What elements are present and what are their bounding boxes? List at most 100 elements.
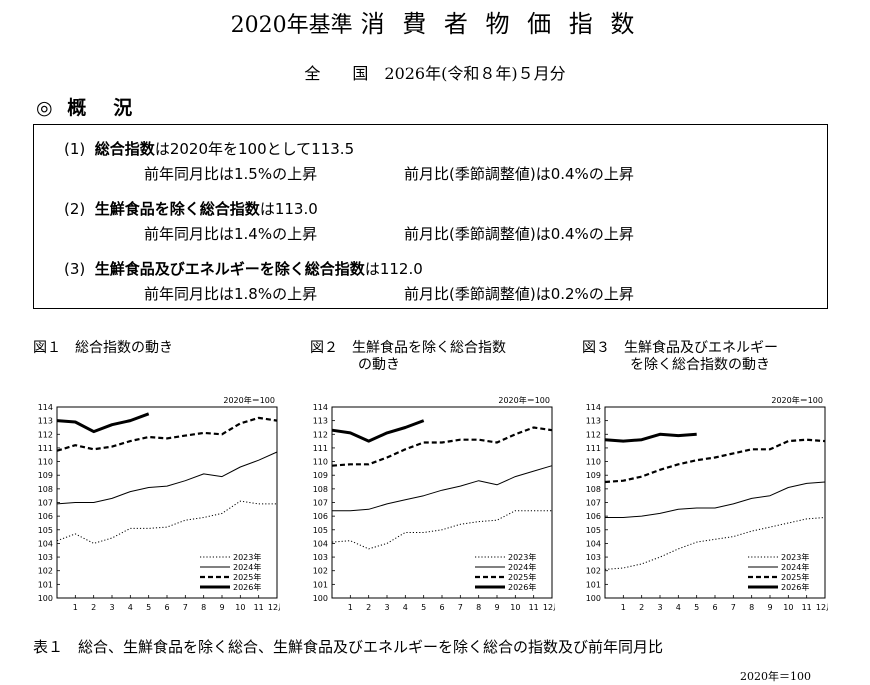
legend-label: 2023年 xyxy=(233,552,261,562)
x-tick-label: 4 xyxy=(676,603,681,612)
x-tick-label: 10 xyxy=(510,603,520,612)
y-tick-label: 109 xyxy=(313,471,328,480)
x-tick-label: 10 xyxy=(783,603,793,612)
legend-label: 2023年 xyxy=(781,552,809,562)
table-1-caption: 表１ 総合、生鮮食品を除く総合、生鮮食品及びエネルギーを除く総合の指数及び前年同… xyxy=(33,638,664,656)
unit-label: 2020年＝100 xyxy=(223,395,275,405)
x-tick-label: 1 xyxy=(348,603,353,612)
figure-3-caption: 図３ 生鮮食品及びエネルギー を除く総合指数の動き xyxy=(582,340,778,374)
x-tick-label: 1 xyxy=(621,603,626,612)
y-tick-label: 114 xyxy=(313,403,328,412)
y-tick-label: 100 xyxy=(586,594,601,603)
x-tick-label: 2 xyxy=(366,603,371,612)
x-tick-label: 7 xyxy=(731,603,736,612)
x-tick-label: 8 xyxy=(749,603,754,612)
overview-heading: ◎ 概 況 xyxy=(36,97,137,119)
summary-item-2: (2) 生鮮食品を除く総合指数は113.0 xyxy=(64,198,318,219)
y-tick-label: 111 xyxy=(38,444,53,453)
legend-label: 2026年 xyxy=(508,582,536,592)
caption-line: の動き xyxy=(358,357,400,373)
chart-core-core-index: 2020年＝1001001011021031041051061071081091… xyxy=(586,395,828,612)
figure-2-caption: 図２ 生鮮食品を除く総合指数 の動き xyxy=(310,340,506,374)
y-tick-label: 110 xyxy=(38,458,53,467)
y-tick-label: 112 xyxy=(313,430,328,439)
legend-label: 2025年 xyxy=(233,572,261,582)
y-tick-label: 110 xyxy=(586,458,601,467)
summary-item-3-mom: 前月比(季節調整値)は0.2%の上昇 xyxy=(404,285,634,303)
item-bold-label: 生鮮食品及びエネルギーを除く総合指数 xyxy=(94,260,365,278)
x-tick-label: 5 xyxy=(421,603,426,612)
x-tick-label: 5 xyxy=(694,603,699,612)
y-tick-label: 114 xyxy=(38,403,53,412)
x-tick-label: 12月 xyxy=(543,603,555,612)
x-tick-label: 3 xyxy=(657,603,662,612)
x-tick-label: 6 xyxy=(712,603,717,612)
x-tick-label: 11 xyxy=(254,603,264,612)
document-title: 2020年基準消 費 者 物 価 指 数 xyxy=(0,4,870,39)
unit-label: 2020年＝100 xyxy=(498,395,550,405)
y-tick-label: 112 xyxy=(38,430,53,439)
y-tick-label: 106 xyxy=(313,512,328,521)
x-tick-label: 1 xyxy=(73,603,78,612)
y-tick-label: 104 xyxy=(586,539,601,548)
x-tick-label: 10 xyxy=(235,603,245,612)
x-tick-label: 3 xyxy=(384,603,389,612)
legend-label: 2024年 xyxy=(233,562,261,572)
x-tick-label: 6 xyxy=(164,603,169,612)
item-number: (3) xyxy=(64,260,86,278)
x-tick-label: 4 xyxy=(403,603,408,612)
series-line-2023年 xyxy=(56,500,277,544)
series-line-2024年 xyxy=(56,451,278,505)
summary-item-2-mom: 前月比(季節調整値)は0.4%の上昇 xyxy=(404,225,634,243)
y-tick-label: 102 xyxy=(313,567,328,576)
x-tick-label: 7 xyxy=(183,603,188,612)
x-tick-label: 8 xyxy=(201,603,206,612)
y-tick-label: 103 xyxy=(586,553,601,562)
y-tick-label: 102 xyxy=(586,567,601,576)
y-tick-label: 107 xyxy=(586,499,601,508)
series-line-2025年 xyxy=(56,416,278,452)
chart-core-index: 2020年＝1001001011021031041051061071081091… xyxy=(313,395,555,612)
y-tick-label: 107 xyxy=(313,499,328,508)
legend-label: 2024年 xyxy=(781,562,809,572)
y-tick-label: 104 xyxy=(313,539,328,548)
caption-line: 図２ 生鮮食品を除く総合指数 xyxy=(310,340,506,356)
table-1-unit: 2020年＝100 xyxy=(740,670,811,683)
y-tick-label: 112 xyxy=(586,430,601,439)
y-tick-label: 101 xyxy=(586,580,601,589)
y-tick-label: 102 xyxy=(38,567,53,576)
series-line-2024年 xyxy=(605,481,826,518)
legend-label: 2023年 xyxy=(508,552,536,562)
chart-overall-index: 2020年＝1001001011021031041051061071081091… xyxy=(38,395,280,612)
legend-label: 2026年 xyxy=(233,582,261,592)
x-tick-label: 9 xyxy=(494,603,499,612)
title-main: 消 費 者 物 価 指 数 xyxy=(360,10,640,38)
y-tick-label: 105 xyxy=(313,526,328,535)
summary-item-3: (3) 生鮮食品及びエネルギーを除く総合指数は112.0 xyxy=(64,258,423,279)
y-tick-label: 114 xyxy=(586,403,601,412)
series-line-2026年 xyxy=(604,432,697,443)
x-tick-label: 2 xyxy=(91,603,96,612)
y-tick-label: 111 xyxy=(313,444,328,453)
y-tick-label: 113 xyxy=(38,417,53,426)
series-line-2026年 xyxy=(331,419,425,443)
y-tick-label: 109 xyxy=(38,471,53,480)
y-tick-label: 101 xyxy=(313,580,328,589)
y-tick-label: 108 xyxy=(586,485,601,494)
x-tick-label: 11 xyxy=(802,603,812,612)
y-tick-label: 104 xyxy=(38,539,53,548)
y-tick-label: 109 xyxy=(586,471,601,480)
y-tick-label: 105 xyxy=(38,526,53,535)
y-tick-label: 101 xyxy=(38,580,53,589)
summary-box: (1) 総合指数は2020年を100として113.5 前年同月比は1.5%の上昇… xyxy=(33,124,828,309)
x-tick-label: 3 xyxy=(109,603,114,612)
x-tick-label: 12月 xyxy=(816,603,828,612)
x-tick-label: 9 xyxy=(219,603,224,612)
x-tick-label: 5 xyxy=(146,603,151,612)
y-tick-label: 108 xyxy=(313,485,328,494)
caption-line: を除く総合指数の動き xyxy=(630,357,770,373)
figure-1-caption: 図１ 総合指数の動き xyxy=(33,340,173,356)
caption-line: 図３ 生鮮食品及びエネルギー xyxy=(582,340,778,356)
x-tick-label: 7 xyxy=(458,603,463,612)
y-tick-label: 106 xyxy=(586,512,601,521)
